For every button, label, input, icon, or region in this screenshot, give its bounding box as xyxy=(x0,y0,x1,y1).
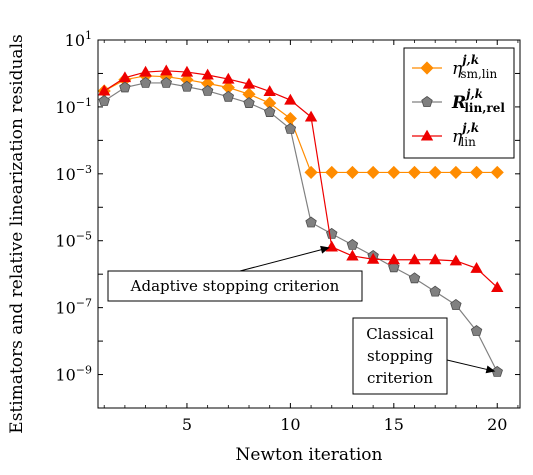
annotation-box xyxy=(352,317,448,395)
data-point-eta_sm_lin xyxy=(428,165,442,179)
annotation-text: criterion xyxy=(367,369,433,387)
y-axis-title: Estimators and relative linearization re… xyxy=(7,34,27,433)
data-point-R_lin_rel xyxy=(326,227,338,239)
y-tick-label: 10−9 xyxy=(55,364,92,385)
data-point-R_lin_rel xyxy=(491,365,503,377)
data-point-eta_sm_lin xyxy=(325,165,339,179)
legend-label: Rj,k lin,rel xyxy=(451,87,505,115)
data-point-eta_lin xyxy=(408,253,421,265)
data-point-eta_sm_lin xyxy=(387,165,401,179)
data-point-eta_sm_lin xyxy=(304,165,318,179)
data-point-eta_lin xyxy=(222,72,235,84)
annotation-arrowhead xyxy=(320,245,330,254)
plot-frame xyxy=(97,39,521,409)
data-point-eta_lin xyxy=(284,93,297,105)
data-point-R_lin_rel xyxy=(346,238,359,250)
data-point-eta_lin xyxy=(242,77,256,89)
series-eta_sm_lin xyxy=(97,69,504,179)
legend-label: ηj,k lin xyxy=(452,121,479,149)
data-point-eta_lin xyxy=(325,240,338,252)
data-point-eta_sm_lin xyxy=(469,165,484,179)
annotation-classical: Classical stopping criterion xyxy=(352,317,496,395)
data-point-R_lin_rel xyxy=(450,298,462,310)
legend-entry-eta_sm_lin: ηj,k sm,lin xyxy=(412,53,497,81)
data-point-R_lin_rel xyxy=(284,122,297,134)
data-point-eta_lin xyxy=(346,249,359,261)
legend-marker xyxy=(420,129,434,141)
annotation-text: stopping xyxy=(367,347,433,365)
legend-entry-R_lin_rel: Rj,k lin,rel xyxy=(412,87,505,115)
series-eta_lin xyxy=(98,64,504,293)
data-point-eta_lin xyxy=(470,261,483,273)
data-point-eta_lin xyxy=(98,84,111,96)
x-tick-label: 5 xyxy=(182,415,192,434)
annotation-box xyxy=(107,270,363,302)
legend-entry-eta_lin: ηj,k lin xyxy=(412,121,479,149)
annotations-layer: Adaptive stopping criterion Classical stop… xyxy=(107,245,496,395)
data-point-R_lin_rel xyxy=(408,272,421,284)
y-tick-label: 10−1 xyxy=(55,96,92,117)
data-point-R_lin_rel xyxy=(119,81,131,93)
annotation-text: Classical xyxy=(366,325,434,343)
x-tick-label: 20 xyxy=(487,415,507,434)
data-point-eta_lin xyxy=(387,253,401,265)
data-point-eta_lin xyxy=(366,252,380,264)
series-layer xyxy=(97,64,504,377)
data-point-R_lin_rel xyxy=(139,76,152,88)
data-point-R_lin_rel xyxy=(388,261,400,273)
data-point-R_lin_rel xyxy=(470,325,483,336)
data-point-eta_lin xyxy=(201,68,214,80)
y-tick-label: 10−7 xyxy=(55,297,92,318)
annotation-arrowhead xyxy=(485,365,496,374)
x-tick-label: 15 xyxy=(384,415,404,434)
annotation-text: Adaptive stopping criterion xyxy=(130,277,340,295)
data-point-eta_lin xyxy=(180,65,194,77)
data-point-R_lin_rel xyxy=(429,285,441,297)
data-point-R_lin_rel xyxy=(98,95,110,106)
x-tick-label: 10 xyxy=(280,415,300,434)
y-tick-label: 10−5 xyxy=(55,230,92,251)
annotation-arrow xyxy=(446,359,490,371)
series-R_lin_rel xyxy=(98,76,503,377)
data-point-eta_lin xyxy=(428,253,442,265)
data-point-eta_lin xyxy=(304,110,318,122)
data-point-eta_lin xyxy=(139,65,152,77)
data-point-eta_sm_lin xyxy=(449,165,463,179)
annotation-arrow xyxy=(239,248,325,272)
data-point-R_lin_rel xyxy=(263,106,276,117)
data-point-R_lin_rel xyxy=(222,90,235,102)
legend-marker xyxy=(421,96,433,107)
data-point-eta_sm_lin xyxy=(345,165,360,179)
annotation-adaptive: Adaptive stopping criterion xyxy=(107,245,363,302)
data-point-eta_lin xyxy=(118,71,132,83)
data-point-R_lin_rel xyxy=(201,84,214,96)
data-point-R_lin_rel xyxy=(243,97,255,108)
y-tick-label: 10−3 xyxy=(55,163,92,184)
data-point-eta_lin xyxy=(160,64,173,76)
data-point-eta_lin xyxy=(263,85,276,96)
data-point-R_lin_rel xyxy=(181,80,193,92)
x-axis-title: Newton iteration xyxy=(236,445,383,465)
legend-label: ηj,k sm,lin xyxy=(452,53,497,81)
data-point-R_lin_rel xyxy=(160,76,172,88)
data-point-eta_sm_lin xyxy=(283,111,297,126)
data-point-eta_lin xyxy=(491,281,504,293)
y-tick-label: 101 xyxy=(65,29,92,50)
data-point-eta_sm_lin xyxy=(407,165,422,179)
data-point-eta_sm_lin xyxy=(490,165,504,179)
data-point-eta_sm_lin xyxy=(366,165,380,179)
legend-marker xyxy=(420,61,434,75)
data-point-eta_lin xyxy=(449,254,463,266)
legend: ηj,k sm,lin Rj,k lin,rel ηj,k lin xyxy=(403,47,515,159)
ticks-layer: 5 10 15 20 101 10−1 10−3 10−5 10−7 10−9 xyxy=(55,29,520,434)
data-point-R_lin_rel xyxy=(305,216,317,228)
